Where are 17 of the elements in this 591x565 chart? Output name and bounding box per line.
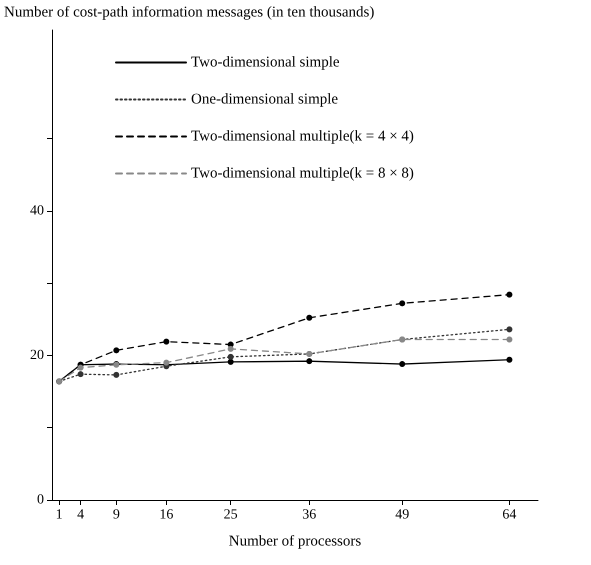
x-tick-label: 4 [77, 508, 84, 522]
x-tick-label: 25 [224, 508, 238, 522]
y-tick-label: 20 [30, 348, 44, 363]
x-tick-label: 1 [56, 508, 63, 522]
x-tick-label: 16 [159, 508, 174, 522]
legend-label: One-dimensional simple [191, 92, 338, 108]
y-tick-label: 0 [37, 492, 44, 508]
x-axis-title: Number of processors [228, 534, 362, 550]
x-tick-label: 49 [395, 508, 410, 522]
x-tick-label: 9 [112, 508, 120, 522]
y-tick-label: 40 [30, 203, 44, 218]
y-axis-title: Number of cost-path information messages (in ten thousands) [4, 4, 374, 20]
legend-label: Two-dimensional multiple(k = 8 × 8) [191, 166, 414, 182]
legend-label: Two-dimensional simple [191, 54, 340, 70]
x-tick-label: 64 [502, 508, 516, 522]
x-tick-label: 36 [302, 508, 316, 522]
legend-label: Two-dimensional multiple(k = 4 × 4) [191, 128, 414, 144]
